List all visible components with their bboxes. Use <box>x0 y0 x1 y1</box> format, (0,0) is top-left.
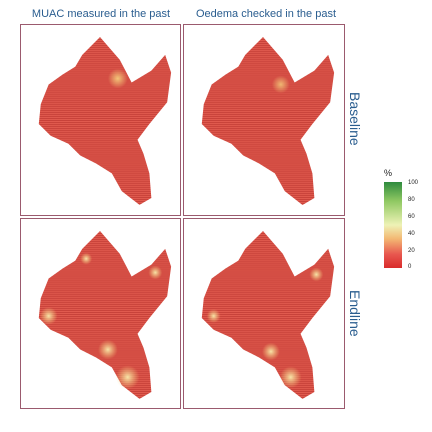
map-oedema-baseline <box>201 37 335 205</box>
map-muac-endline <box>38 231 172 399</box>
map-panel-muac-baseline <box>20 24 181 216</box>
hotspot <box>80 252 93 265</box>
map-panel-oedema-baseline <box>183 24 345 216</box>
hotspot <box>309 267 324 282</box>
legend-tick: 40 <box>408 231 415 237</box>
region-shape <box>201 37 335 205</box>
row-label-endline: Endline <box>347 289 363 337</box>
legend-tick: 80 <box>408 197 415 203</box>
column-header-muac: MUAC measured in the past <box>31 8 171 20</box>
map-oedema-endline <box>201 231 335 399</box>
hotspot <box>98 339 118 360</box>
region-shape <box>201 231 335 399</box>
hotspot <box>262 342 280 361</box>
hotspot <box>206 309 221 323</box>
hotspot <box>279 366 302 389</box>
hotspot <box>39 307 58 325</box>
row-label-baseline: Baseline <box>347 92 363 146</box>
legend-tick: 20 <box>408 248 415 254</box>
region-shape <box>38 37 172 205</box>
map-muac-baseline <box>38 37 172 205</box>
hotspot <box>107 68 128 89</box>
column-header-oedema: Oedema checked in the past <box>195 8 337 20</box>
legend-color-bar <box>384 182 402 268</box>
map-panel-oedema-endline <box>183 218 345 409</box>
legend: % 100 80 60 40 20 0 <box>382 168 430 278</box>
hotspot <box>115 365 140 390</box>
hotspot <box>271 75 290 94</box>
hotspot <box>148 265 163 280</box>
legend-tick: 100 <box>408 180 419 186</box>
legend-title: % <box>384 168 393 178</box>
map-panel-muac-endline <box>20 218 181 409</box>
region-shape <box>38 231 172 399</box>
legend-tick: 60 <box>408 214 415 220</box>
legend-tick: 0 <box>408 264 412 270</box>
